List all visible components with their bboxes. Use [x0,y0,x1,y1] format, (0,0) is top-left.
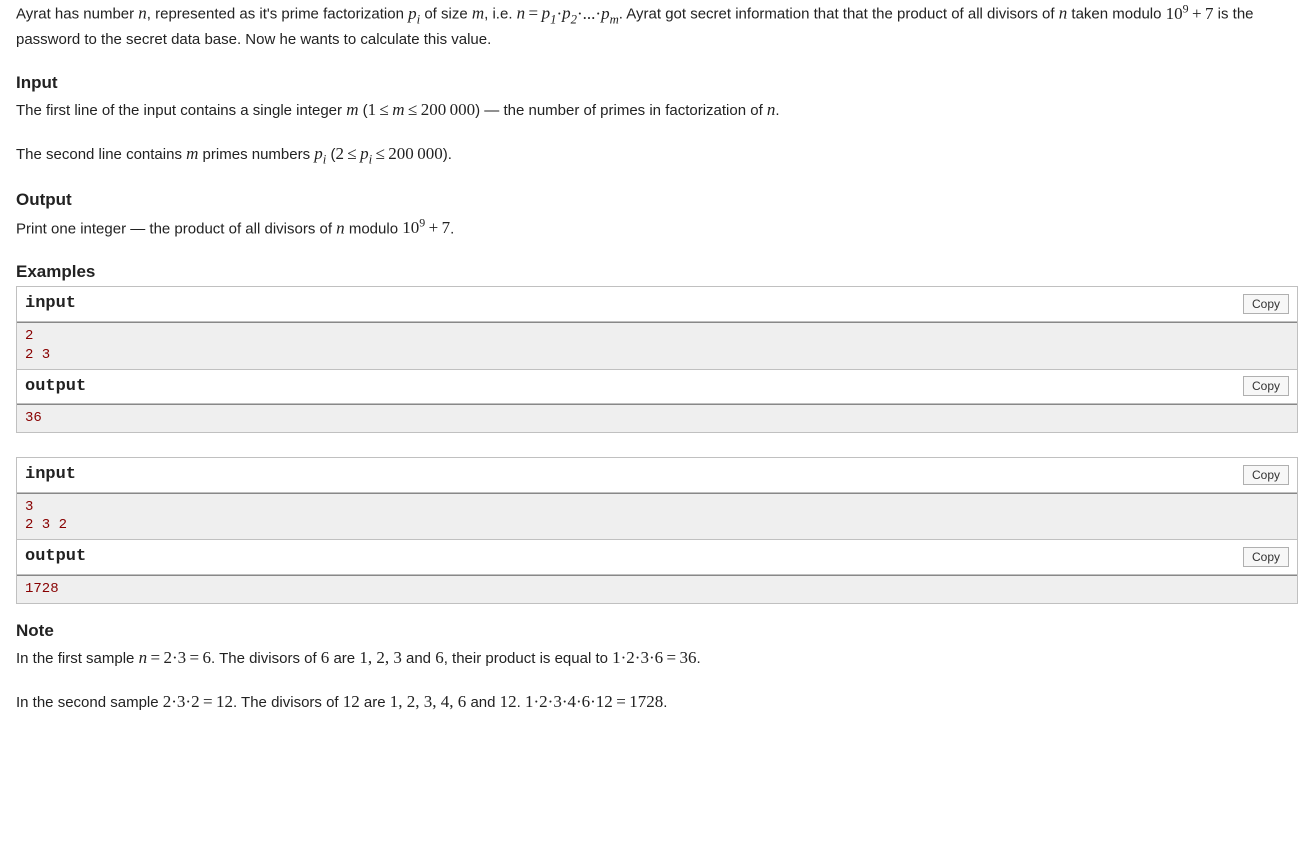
example-output-header: output Copy [17,539,1297,575]
input-paragraph-1: The first line of the input contains a s… [16,97,1296,123]
input-paragraph-2: The second line contains m primes number… [16,141,1296,170]
example-output-header: output Copy [17,369,1297,405]
copy-button[interactable]: Copy [1243,294,1289,314]
example-input-body: 2 2 3 [17,322,1297,369]
examples-heading: Examples [16,259,1296,285]
note-paragraph-2: In the second sample 2·3·2 = 12. The div… [16,689,1296,715]
example-input-body: 3 2 3 2 [17,493,1297,540]
example-input-label: input [25,462,76,488]
copy-button[interactable]: Copy [1243,376,1289,396]
output-heading: Output [16,187,1296,213]
note-paragraph-1: In the first sample n = 2·3 = 6. The div… [16,645,1296,671]
example-output-label: output [25,374,86,400]
output-paragraph: Print one integer — the product of all d… [16,215,1296,241]
copy-button[interactable]: Copy [1243,465,1289,485]
example-block: input Copy 3 2 3 2 output Copy 1728 [16,457,1298,604]
examples-container: input Copy 2 2 3 output Copy 36 input Copy 3 2 3… [16,286,1296,603]
input-heading: Input [16,70,1296,96]
example-output-body: 1728 [17,575,1297,603]
example-output-label: output [25,544,86,570]
note-heading: Note [16,618,1296,644]
intro-paragraph: Ayrat has number n, represented as it's … [16,0,1296,52]
example-input-header: input Copy [17,287,1297,322]
copy-button[interactable]: Copy [1243,547,1289,567]
example-block: input Copy 2 2 3 output Copy 36 [16,286,1298,433]
example-input-label: input [25,291,76,317]
example-input-header: input Copy [17,458,1297,493]
problem-statement: Ayrat has number n, represented as it's … [16,0,1296,714]
example-output-body: 36 [17,404,1297,432]
